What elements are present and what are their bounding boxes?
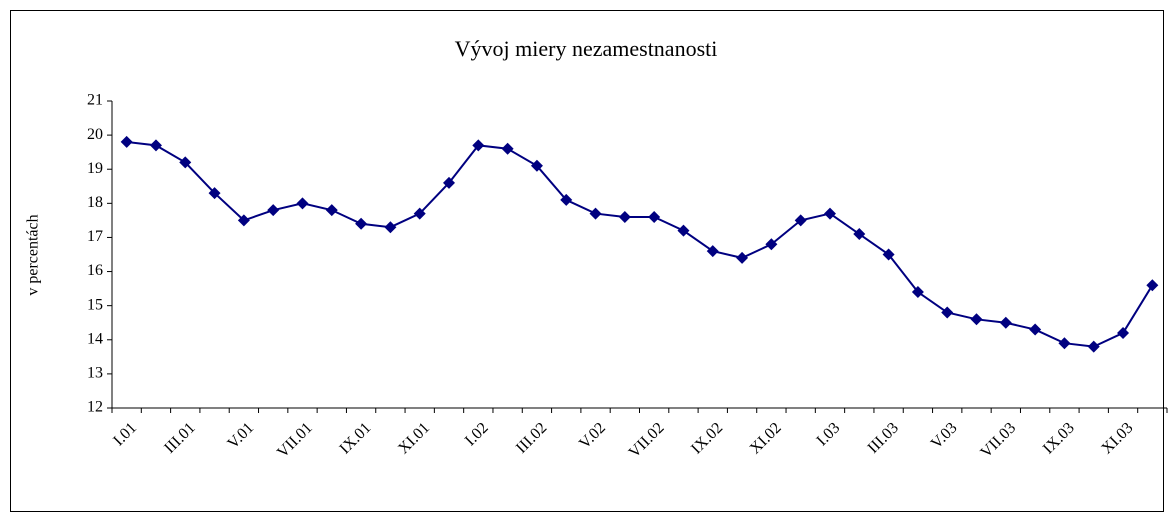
marker (413, 207, 426, 220)
marker (911, 286, 924, 299)
y-tick-label: 18 (87, 194, 103, 211)
y-tick-label: 15 (87, 296, 103, 313)
y-tick-label: 14 (87, 330, 103, 347)
y-tick-label: 16 (87, 262, 103, 279)
y-tick-label: 13 (87, 365, 103, 382)
marker (1117, 326, 1130, 339)
marker (618, 210, 631, 223)
marker (589, 207, 602, 220)
marker (208, 187, 221, 200)
marker (325, 204, 338, 217)
marker (384, 221, 397, 234)
marker (267, 204, 280, 217)
marker (149, 139, 162, 152)
marker (677, 224, 690, 237)
marker (530, 159, 543, 172)
marker (237, 214, 250, 227)
marker (882, 248, 895, 261)
marker (736, 251, 749, 264)
marker (1146, 279, 1159, 292)
marker (765, 238, 778, 251)
y-axis-label: v percentách (25, 214, 42, 295)
marker (179, 156, 192, 169)
y-tick-label: 20 (87, 126, 103, 143)
marker (999, 316, 1012, 329)
marker (1087, 340, 1100, 353)
chart-frame (10, 10, 1164, 512)
marker (853, 228, 866, 241)
marker (1058, 337, 1071, 350)
y-tick-label: 12 (87, 399, 103, 416)
marker (941, 306, 954, 319)
marker (970, 313, 983, 326)
marker (823, 207, 836, 220)
marker (706, 245, 719, 258)
y-tick-label: 21 (87, 92, 103, 109)
marker (560, 193, 573, 206)
y-tick-label: 19 (87, 160, 103, 177)
marker (120, 135, 133, 148)
marker (501, 142, 514, 155)
marker (355, 217, 368, 230)
marker (794, 214, 807, 227)
marker (296, 197, 309, 210)
chart-title: Vývoj miery nezamestnanosti (455, 36, 718, 61)
marker (443, 176, 456, 189)
marker (1029, 323, 1042, 336)
marker (472, 139, 485, 152)
marker (648, 210, 661, 223)
y-tick-label: 17 (87, 228, 103, 245)
